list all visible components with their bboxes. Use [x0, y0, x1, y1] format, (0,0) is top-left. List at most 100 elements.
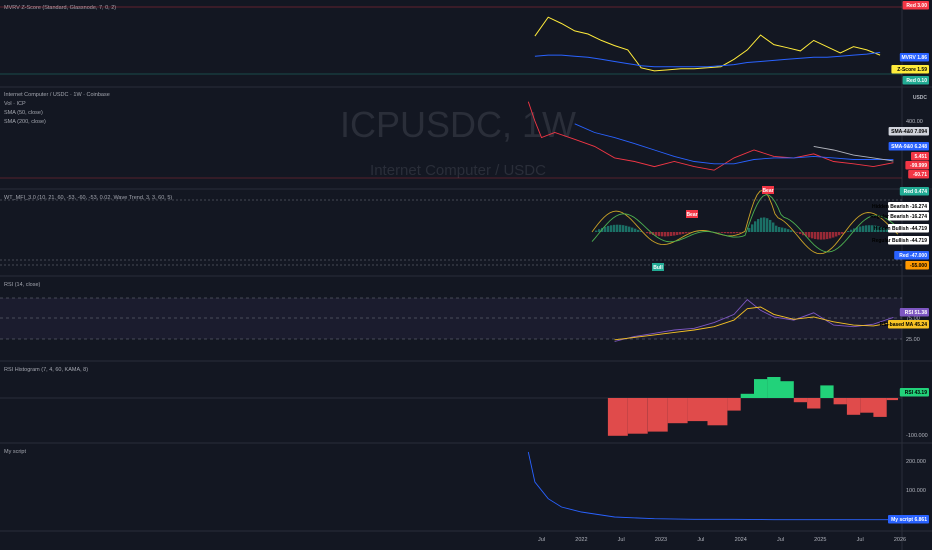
wt-hist-bar	[649, 232, 652, 235]
rsi-hist-bar	[780, 381, 794, 398]
wt-hist-bar	[685, 232, 688, 234]
wt-hist-bar	[769, 219, 772, 232]
badge-script-val: My script 6.861	[888, 515, 929, 524]
rsi-band	[0, 298, 902, 339]
time-axis: Jul 2022 Jul 2023 Jul 2024 Jul 2025 Jul 2026	[538, 537, 906, 543]
wt-hist-bar	[838, 232, 841, 236]
time-axis-label: 2022	[575, 537, 587, 543]
badge-text: Regular Bullish -44.719	[872, 238, 927, 244]
wt-hist-bar	[760, 217, 763, 232]
wt-hist-bar	[847, 231, 850, 232]
pane-label-rsi: RSI (14, close)	[4, 282, 41, 288]
rsi-layer	[614, 298, 894, 342]
rsi-hist-bar	[873, 398, 887, 417]
rsi-hist-bar	[833, 398, 847, 405]
script-layer	[527, 451, 894, 521]
wt-hist-bar	[610, 225, 613, 232]
wt-hist-bar	[679, 232, 682, 235]
wt-hist-bar	[625, 225, 628, 232]
badge-hist-val: RSI 43.19	[899, 388, 929, 397]
wt-hist-bar	[658, 232, 661, 237]
wt-hist-bar	[799, 232, 802, 234]
wt-hist-bar	[667, 232, 670, 237]
wt-hist-bar	[724, 232, 727, 234]
wt-hist-bar	[757, 219, 760, 232]
badge-text: 5.451	[914, 154, 927, 160]
wt-hist-bar	[808, 232, 811, 238]
hist-tick: -100.000	[906, 433, 928, 439]
pane-label-script: My script	[4, 449, 26, 455]
badge-text: SMA-4&0 7.094	[891, 129, 927, 135]
badge-wt-2: Regular Bearish -16.274	[870, 212, 929, 221]
wt-hist-bar	[883, 227, 886, 232]
pane-label-zscore: MVRV Z-Score (Standard, Glassnode, 7, 0,…	[4, 5, 116, 11]
badge-text: USDC	[913, 95, 928, 101]
wt-hist-bar	[595, 230, 598, 232]
wt-hist-bar	[637, 229, 640, 232]
wt-hist-bar	[778, 227, 781, 232]
wt-hist-bar	[829, 232, 832, 239]
rsi-series-1	[614, 306, 894, 341]
badge-z-bottom: Red 0.10	[902, 76, 929, 85]
time-axis-label: 2026	[894, 537, 906, 543]
badge-wt-5: Red -47.000	[894, 251, 929, 260]
wt-hist-bar	[730, 232, 733, 234]
wt-hist-bar	[622, 225, 625, 232]
badge-text: Regular Bearish -16.274	[870, 214, 927, 220]
time-axis-label: Jul	[857, 537, 864, 543]
wt-hist-bar	[763, 217, 766, 232]
wt-hist-bar	[646, 232, 649, 234]
wt-hist-bar	[688, 232, 691, 233]
wt-hist-bar	[598, 229, 601, 232]
badge-wt-4: Regular Bullish -44.719	[872, 236, 929, 245]
wt-hist-bar	[805, 232, 808, 237]
wt-hist-bar	[640, 230, 643, 232]
watermark-name: Internet Computer / USDC	[370, 162, 546, 179]
wt-hist-bar	[652, 232, 655, 236]
wt-hist-bar	[736, 232, 739, 234]
rsi-hist-bar	[607, 398, 628, 436]
wt-hist-bar	[772, 222, 775, 232]
badge-p-sma50: SMA-4&0 7.094	[888, 127, 929, 136]
badge-text: -60.71	[913, 172, 927, 178]
rsi-hist-bar	[860, 398, 874, 413]
badge-text: RSI 51.38	[905, 310, 927, 316]
rsi-hist-bar	[767, 377, 781, 398]
badge-text: Hidden Bullish -44.719	[874, 226, 928, 232]
badge-text: -55.000	[910, 263, 927, 269]
wt-marker-bull: Bull	[652, 263, 664, 271]
rsi-hist-bar	[807, 398, 821, 409]
badge-p-pct: -60.71	[908, 170, 929, 179]
wt-hist-bar	[835, 232, 838, 237]
badge-z-score: Z-Score 1.59	[891, 65, 929, 74]
pane-sublabel-sma50: SMA (50, close)	[4, 110, 43, 116]
watermark-symbol: ICPUSDC, 1W	[340, 104, 576, 145]
badge-rsi-ma: RSI-based MA 45.24	[880, 320, 929, 329]
pane-sublabel-sma200: SMA (200, close)	[4, 119, 46, 125]
wt-hist-bar	[751, 224, 754, 232]
wt-hist-bar	[823, 232, 826, 240]
wt-hist-bar	[820, 232, 823, 240]
badge-text: Hidden Bearish -16.274	[872, 204, 927, 210]
wt-hist-bar	[874, 225, 877, 232]
svg-text:Bear: Bear	[686, 212, 697, 218]
rsi-hist-bar	[627, 398, 648, 434]
badge-rsi-val: RSI 51.38	[899, 308, 929, 317]
price-tick-400: 400.00	[906, 119, 923, 125]
badge-p-vol: -99.999	[905, 161, 929, 170]
wt-hist-bar	[718, 232, 721, 233]
wt-marker-bear: Bear	[686, 210, 698, 218]
wt-hist-bar	[664, 232, 667, 237]
wt-hist-bar	[766, 218, 769, 232]
zscore-series-1	[534, 51, 881, 68]
wt-hist-bar	[859, 226, 862, 232]
wt-hist-bar	[676, 232, 679, 236]
wavetrend-layer	[591, 189, 901, 255]
wt-hist-bar	[661, 232, 664, 237]
rsi-tick-25: 25.00	[906, 337, 920, 343]
price-scale-badges: Red 3.00 MVRV 1.86 Z-Score 1.59 Red 0.10 USD…	[870, 1, 929, 524]
rsi-hist-bar	[793, 398, 808, 403]
rsi-hist-bar	[886, 398, 898, 401]
wt-hist-bar	[787, 229, 790, 232]
